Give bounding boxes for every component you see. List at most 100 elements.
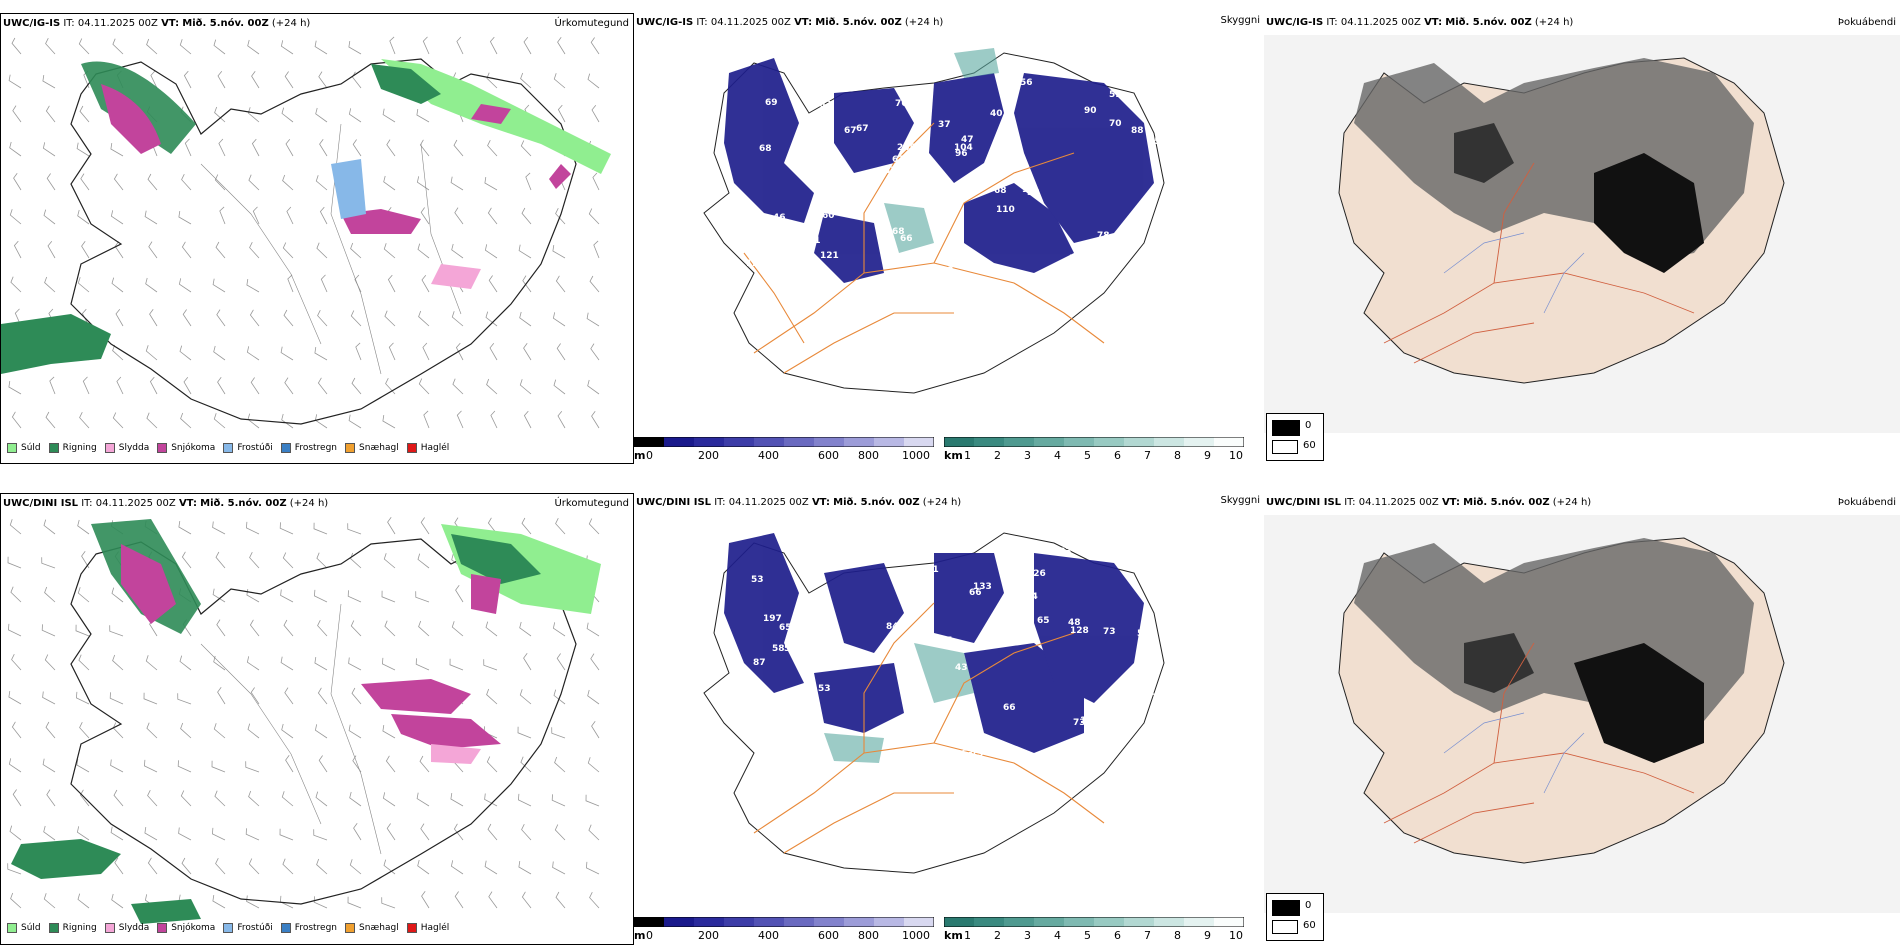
vis-value-label: 67 xyxy=(856,124,869,134)
wind-barb xyxy=(589,275,600,293)
wind-barb xyxy=(556,343,566,361)
wind-barb xyxy=(10,276,22,293)
wind-barb xyxy=(350,310,362,327)
wind-barb xyxy=(588,518,600,535)
wind-barb xyxy=(589,892,600,909)
vis-value-label: 87 xyxy=(753,658,766,668)
vis-value-label: 133 xyxy=(973,582,992,592)
wind-barb xyxy=(110,210,124,225)
road-network xyxy=(753,602,1105,854)
wind-barb xyxy=(552,312,566,327)
wind-barb xyxy=(43,519,56,535)
wind-barb xyxy=(246,656,260,671)
precip-type-map-top: UWC/IG-IS IT: 04.11.2025 00Z VT: Mið. 5.… xyxy=(0,13,634,464)
height-unit: m xyxy=(634,929,646,942)
wind-barb xyxy=(554,756,566,773)
vis-value-label: 51 xyxy=(855,553,868,563)
wind-barb xyxy=(177,693,192,705)
wind-barb xyxy=(281,723,294,739)
precip-legend: Súld Rigning Slydda Snjókoma Frostúði Frostre… xyxy=(7,443,449,453)
wind-barb xyxy=(316,858,328,875)
wind-barb xyxy=(250,377,260,395)
wind-barb xyxy=(180,412,192,429)
wind-barb xyxy=(248,790,260,807)
wind-barb xyxy=(216,619,226,637)
wind-barb xyxy=(351,687,362,705)
vis-value-label: 62 xyxy=(819,100,832,110)
wind-barb xyxy=(11,654,22,671)
iceland-outline xyxy=(70,538,577,905)
legend-swatch xyxy=(7,443,17,453)
vis-tick: 6 xyxy=(1114,929,1121,942)
wind-barb xyxy=(81,308,90,327)
wind-barb xyxy=(418,378,430,395)
wind-barb xyxy=(182,309,192,327)
wind-barb xyxy=(7,863,22,875)
wind-barb xyxy=(76,759,90,773)
wind-barb xyxy=(557,37,566,55)
wind-barb xyxy=(518,861,532,875)
wind-barb xyxy=(450,176,464,191)
road-network xyxy=(743,122,1105,374)
vis-tick: 1 xyxy=(964,449,971,462)
wind-barb xyxy=(248,858,260,875)
wind-barb xyxy=(9,825,22,841)
wind-barb xyxy=(7,623,22,637)
legend-swatch xyxy=(280,443,291,453)
wind-barb xyxy=(147,173,158,191)
legend-item: Frostúði xyxy=(223,443,273,453)
wind-barb xyxy=(246,279,260,293)
wind-barb xyxy=(351,377,362,395)
wind-barb xyxy=(115,308,124,327)
wind-barb xyxy=(313,589,328,603)
wind-barb xyxy=(146,412,158,429)
wind-barb xyxy=(348,414,362,429)
it-value: 04.11.2025 00Z xyxy=(1358,497,1439,508)
legend-item: Frostúði xyxy=(223,923,273,933)
legend-item: Frostregn xyxy=(280,923,337,933)
wind-barb xyxy=(318,755,328,773)
it-label: IT: xyxy=(63,18,75,29)
wind-barb xyxy=(317,310,328,327)
legend-label: Frostúði xyxy=(237,443,273,453)
wind-barb xyxy=(179,655,192,671)
vis-value-label: 73 xyxy=(1103,627,1116,637)
panel-title: Skyggni xyxy=(1220,15,1260,26)
vis-tick: 5 xyxy=(1084,929,1091,942)
vis-value-label: 83 xyxy=(1059,547,1072,557)
legend-label: Slydda xyxy=(118,923,150,933)
wind-barb xyxy=(347,896,362,909)
vis-value-label: 59 xyxy=(1142,627,1155,637)
vis-value-label: 94 xyxy=(790,697,803,707)
wind-barb xyxy=(218,138,226,157)
wind-barb xyxy=(453,823,464,841)
vis-value-label: 55 xyxy=(784,644,797,654)
wind-barb xyxy=(280,346,294,361)
wind-barb xyxy=(419,139,430,157)
wind-barb xyxy=(280,656,294,671)
wind-barb xyxy=(383,553,396,569)
wind-barb xyxy=(486,688,498,705)
it-label: IT: xyxy=(81,498,93,509)
fog-legend-label: 0 xyxy=(1305,420,1312,431)
lead-time: (+24 h) xyxy=(271,18,311,29)
panel-title: Þokuábendi xyxy=(1837,497,1896,508)
fog-legend-label: 60 xyxy=(1303,920,1316,931)
legend-label: Snjókoma xyxy=(171,443,216,453)
legend-label: Haglél xyxy=(420,923,450,933)
vis-value-label: 58 xyxy=(766,740,779,750)
wind-barb xyxy=(143,759,158,773)
wind-barb xyxy=(519,621,532,637)
wind-barb xyxy=(279,522,294,535)
vis-value-label: 78 xyxy=(909,629,922,639)
fog-legend: 0 60 xyxy=(1266,893,1324,941)
legend-label: Haglél xyxy=(420,443,450,453)
vis-value-label: 40 xyxy=(990,109,1003,119)
vis-value-label: 82 xyxy=(798,133,811,143)
fog-map-svg-top xyxy=(1264,35,1900,433)
wind-barb xyxy=(586,312,600,327)
height-tick: 200 xyxy=(698,929,719,942)
wind-barb xyxy=(75,691,90,705)
wind-barb xyxy=(456,36,464,55)
vis-value-label: 54 xyxy=(1069,254,1082,264)
